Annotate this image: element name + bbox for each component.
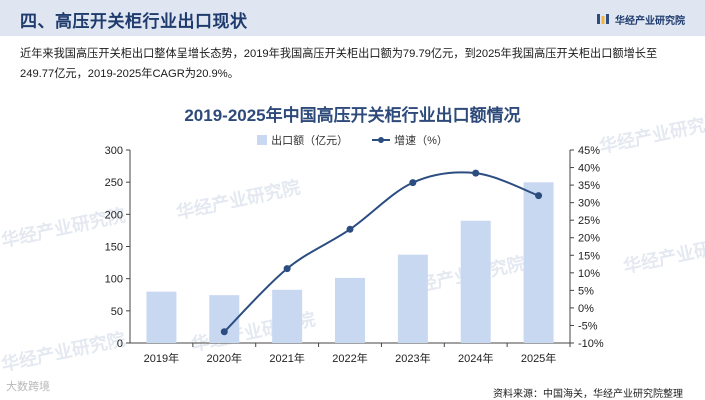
y-left-tick-label: 50 [111, 306, 123, 318]
growth-line [223, 171, 539, 333]
growth-point [220, 328, 228, 336]
legend-item-bar: 出口额（亿元） [257, 132, 348, 148]
y-left-tick-label: 100 [105, 274, 123, 286]
bar [146, 291, 177, 343]
header-band [0, 0, 705, 36]
y-right-tick-label: 10% [578, 268, 600, 280]
source-note: 资料来源：中国海关，华经产业研究院整理 [493, 389, 683, 400]
bar [335, 277, 365, 343]
brand-logo-icon [597, 14, 609, 24]
y-right-tick-label: 30% [578, 198, 600, 210]
growth-point [535, 192, 543, 200]
brand-name: 华经产业研究院 [615, 15, 685, 27]
y-left-tick-label: 0 [117, 338, 123, 350]
bar [523, 182, 554, 343]
y-right-tick-label: 5% [578, 285, 594, 297]
legend-item-line: 增速（%） [372, 132, 448, 148]
y-left-tick-label: 150 [105, 242, 123, 254]
chart-legend: 出口额（亿元） 增速（%） [0, 132, 705, 148]
y-right-tick-label: 35% [578, 180, 600, 192]
y-right-tick-label: -10% [578, 338, 604, 350]
x-tick-label: 2022年 [332, 351, 367, 365]
growth-point [409, 179, 417, 187]
growth-point [472, 169, 480, 177]
legend-bar-label: 出口额（亿元） [271, 135, 349, 147]
legend-bar-swatch [257, 135, 268, 145]
bottom-watermark: 大数跨境 [6, 381, 50, 393]
bar [397, 254, 428, 343]
x-tick-label: 2023年 [395, 351, 430, 365]
page-title: 四、高压开关柜行业出口现状 [20, 12, 248, 31]
y-left-tick-label: 300 [105, 145, 123, 157]
y-left-tick-label: 250 [105, 177, 123, 189]
growth-point [346, 225, 354, 233]
bar [460, 220, 491, 343]
summary-text: 近年来我国高压开关柜出口整体呈增长态势，2019年我国高压开关柜出口额为79.7… [20, 48, 658, 80]
y-right-tick-label: 0% [578, 303, 594, 315]
y-right-tick-label: 15% [578, 250, 600, 262]
y-left-tick-label: 200 [105, 209, 123, 221]
x-tick-label: 2019年 [144, 351, 179, 365]
x-tick-label: 2021年 [269, 351, 304, 365]
y-right-tick-label: 40% [578, 163, 600, 175]
y-right-tick-label: 25% [578, 215, 600, 227]
bar [272, 289, 303, 343]
x-tick-label: 2020年 [207, 351, 242, 365]
y-right-tick-label: -5% [578, 320, 598, 332]
y-right-tick-label: 20% [578, 233, 600, 245]
bar [209, 295, 240, 343]
x-tick-label: 2025年 [521, 351, 556, 365]
x-tick-label: 2024年 [458, 351, 493, 365]
legend-line-label: 增速（%） [394, 135, 448, 147]
growth-point [283, 265, 291, 273]
chart-title: 2019-2025年中国高压开关柜行业出口额情况 [184, 106, 521, 125]
y-right-tick-label: 45% [578, 145, 600, 157]
legend-line-swatch [372, 135, 391, 145]
brand: 华经产业研究院 [597, 11, 685, 27]
